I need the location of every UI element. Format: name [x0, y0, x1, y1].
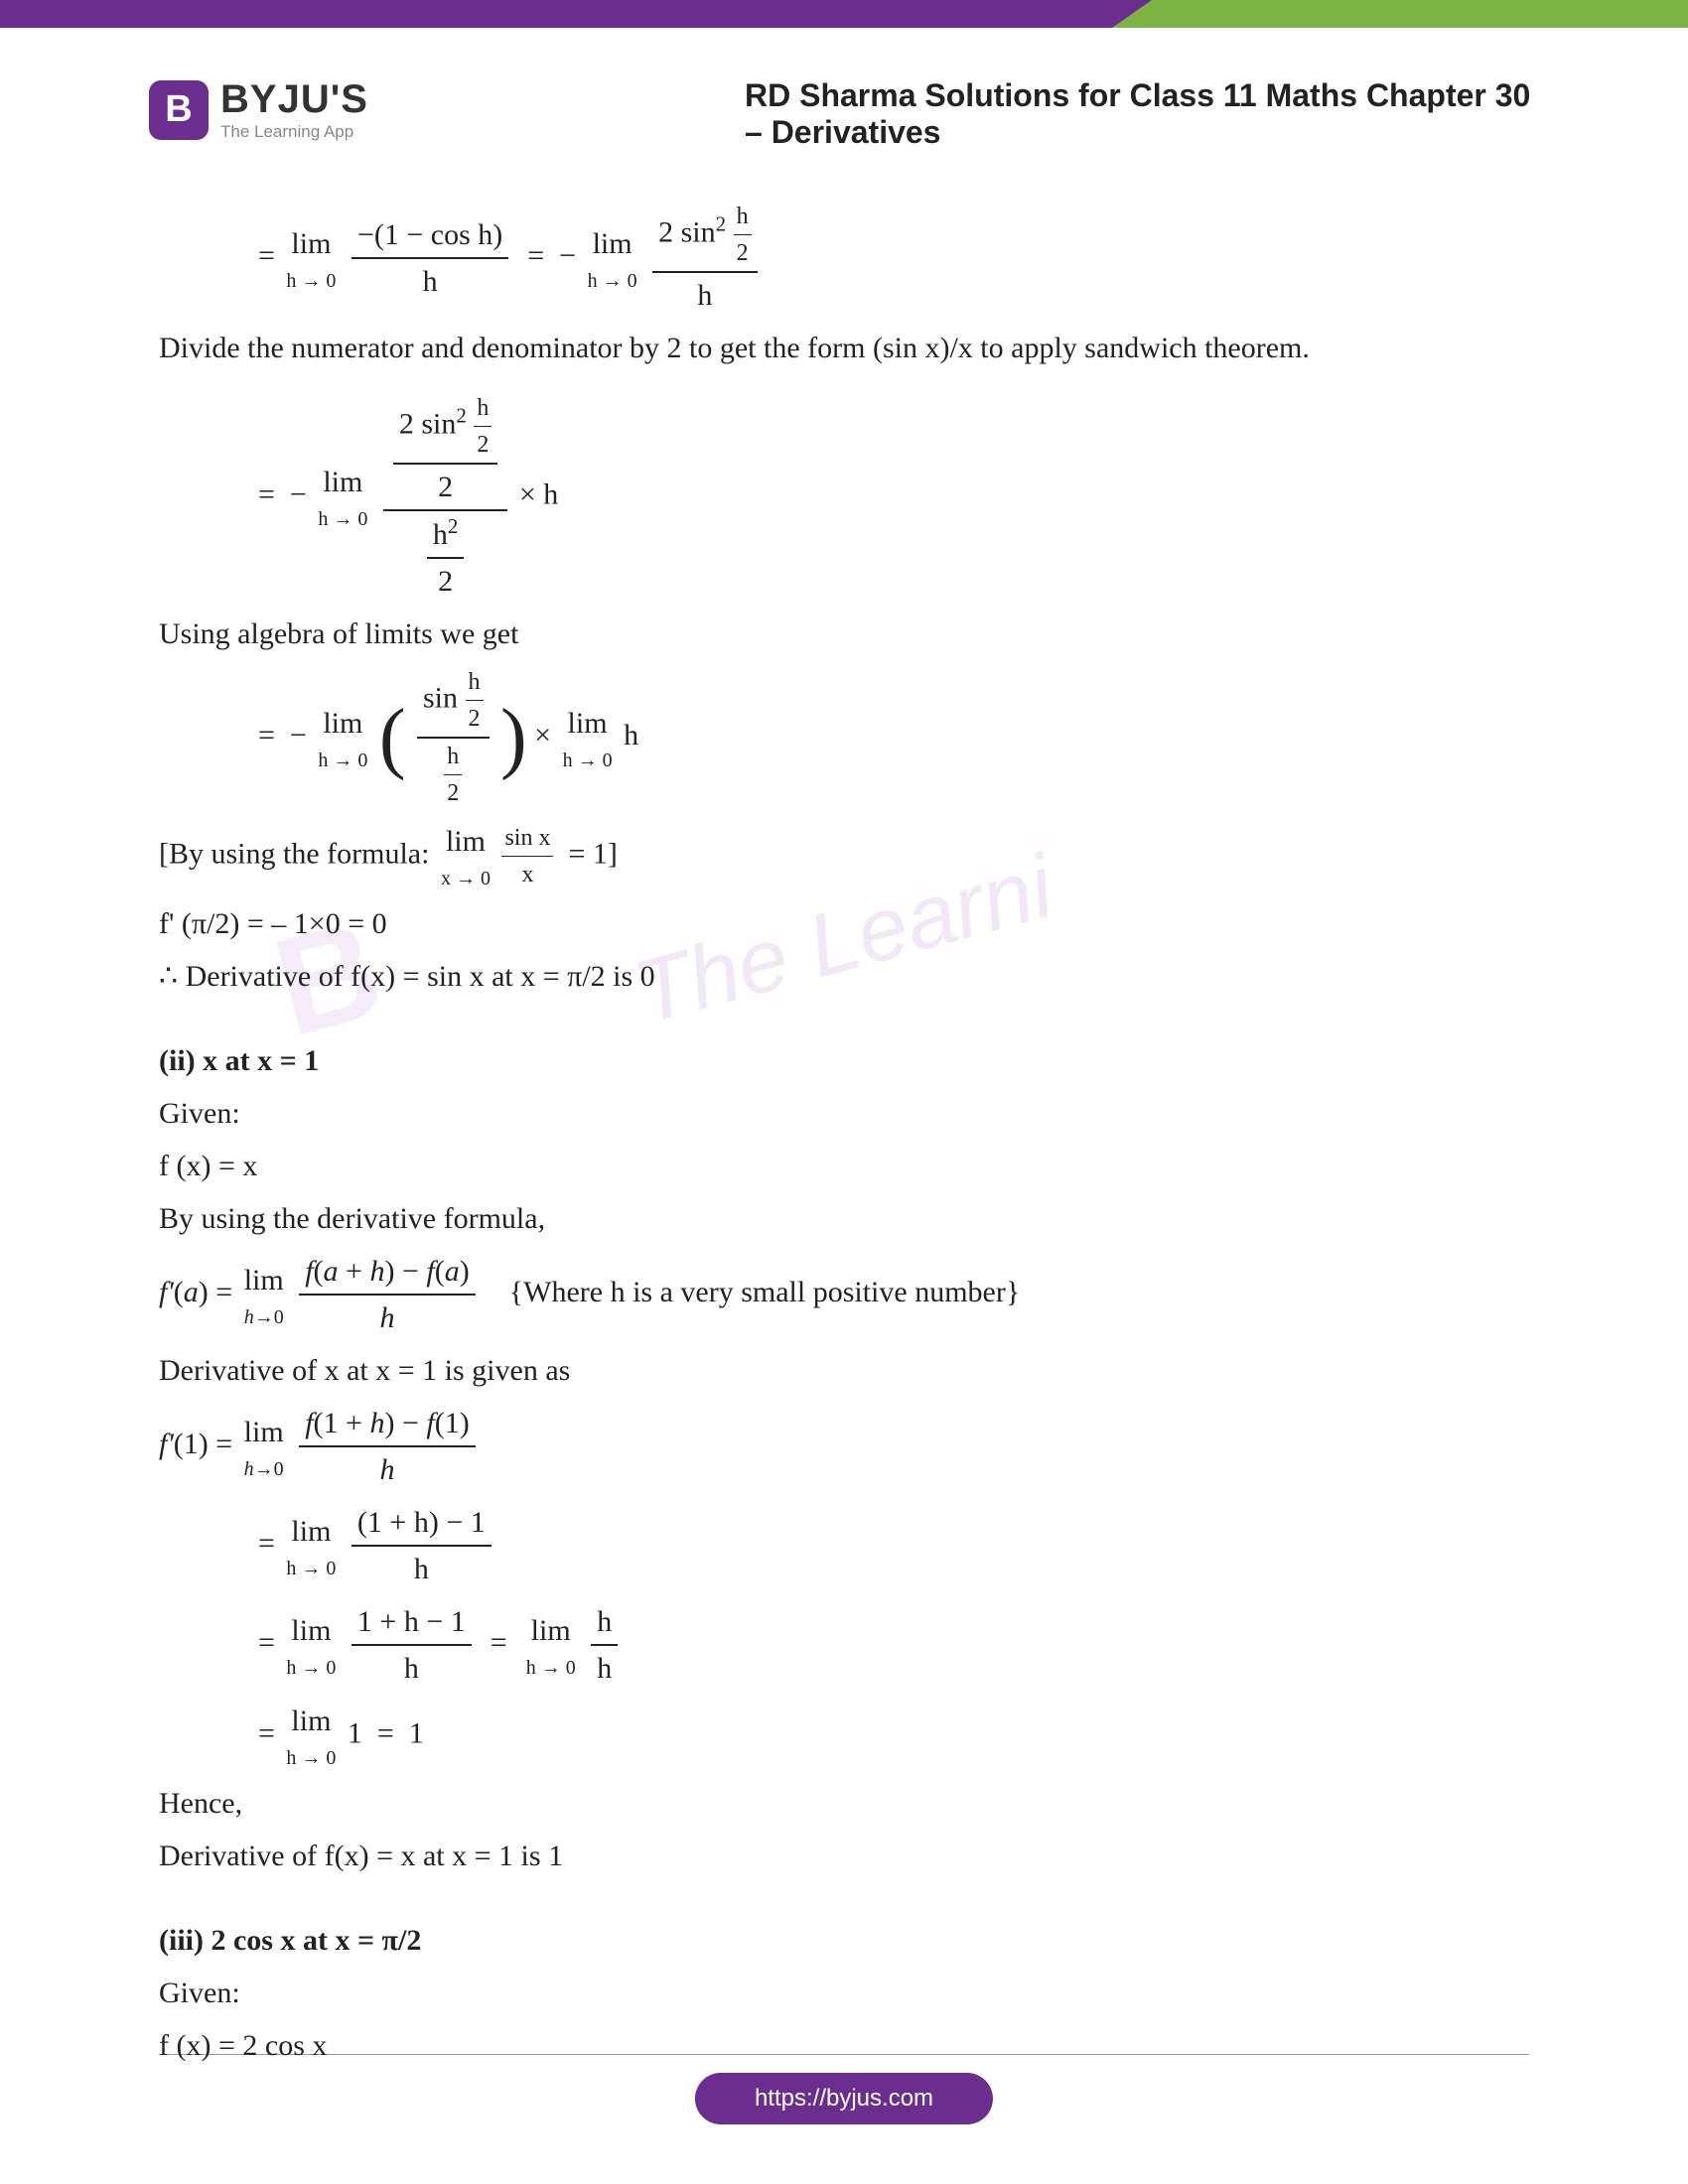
conclusion-2: Derivative of f(x) = x at x = 1 is 1 — [159, 1834, 1529, 1878]
logo-text: BYJU'S The Learning App — [220, 77, 368, 142]
equation-7: = limh → 0 1 + h − 1h = limh → 0 hh — [159, 1599, 1529, 1691]
formula-note: [By using the formula: limx → 0 sin xx =… — [159, 819, 1529, 893]
fprime-result: f' (π/2) = – 1×0 = 0 — [159, 901, 1529, 946]
logo-name: BYJU'S — [220, 77, 368, 122]
given-3: Given: — [159, 1971, 1529, 2015]
given-2: Given: — [159, 1091, 1529, 1136]
logo-section: B BYJU'S The Learning App — [149, 77, 368, 142]
footer-url: https://byjus.com — [695, 2073, 993, 2124]
hence: Hence, — [159, 1781, 1529, 1826]
equation-1: = limh → 0 −(1 − cos h)h = − limh → 0 2 … — [159, 199, 1529, 318]
equation-6: = limh → 0 (1 + h) − 1h — [159, 1500, 1529, 1591]
equation-2: = − limh → 0 2 sin2 h22 h22 × h — [159, 390, 1529, 604]
page-header: B BYJU'S The Learning App RD Sharma Solu… — [0, 28, 1688, 191]
equation-4: f'(a) = limh→0 f(a + h) − f(a)h {Where h… — [159, 1249, 1529, 1340]
content-area: B The Learni = limh → 0 −(1 − cos h)h = … — [0, 199, 1688, 2068]
equation-5: f'(1) = limh→0 f(1 + h) − f(1)h — [159, 1401, 1529, 1492]
top-bar-accent — [1112, 0, 1688, 28]
logo-tagline: The Learning App — [220, 122, 368, 142]
page-title: RD Sharma Solutions for Class 11 Maths C… — [745, 77, 1539, 151]
part-2-title: (ii) x at x = 1 — [159, 1038, 1529, 1083]
equation-8: = limh → 0 1 = 1 — [159, 1699, 1529, 1773]
fx-2cosx: f (x) = 2 cos x — [159, 2023, 1529, 2068]
part-3-title: (iii) 2 cos x at x = π/2 — [159, 1918, 1529, 1963]
equation-3: = − limh → 0 ( sin h2 h2 ) × limh → 0 h — [159, 664, 1529, 811]
fx-x: f (x) = x — [159, 1144, 1529, 1188]
logo-icon: B — [149, 80, 209, 140]
deriv-formula-text: By using the derivative formula, — [159, 1196, 1529, 1241]
conclusion-1: ∴ Derivative of f(x) = sin x at x = π/2 … — [159, 954, 1529, 999]
text-divide: Divide the numerator and denominator by … — [159, 326, 1529, 370]
deriv-at-1: Derivative of x at x = 1 is given as — [159, 1348, 1529, 1393]
top-bar — [0, 0, 1688, 28]
text-algebra: Using algebra of limits we get — [159, 612, 1529, 656]
